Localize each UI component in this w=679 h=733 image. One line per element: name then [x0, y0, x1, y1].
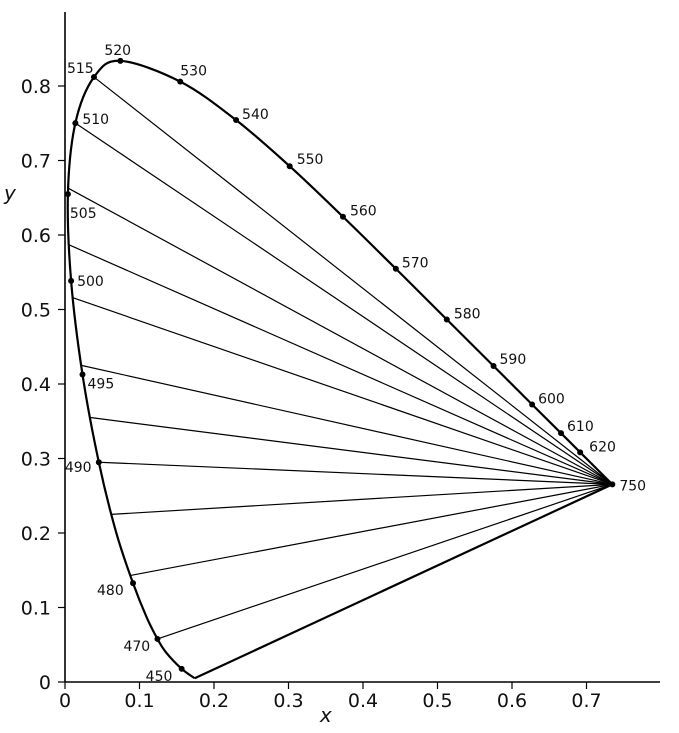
fan-ray — [130, 483, 613, 577]
wavelength-label: 450 — [146, 669, 173, 685]
wavelength-label: 600 — [538, 391, 565, 407]
wavelength-label: 610 — [567, 419, 594, 435]
y-tick-label: 0.8 — [21, 76, 51, 98]
wavelength-point — [117, 57, 124, 64]
wavelength-point — [178, 665, 185, 672]
wavelength-point — [95, 459, 102, 466]
fan-ray — [75, 122, 613, 485]
wavelength-label: 750 — [619, 478, 646, 494]
wavelength-label: 510 — [82, 112, 109, 128]
wavelength-label: 500 — [77, 274, 104, 290]
wavelength-label: 480 — [97, 583, 124, 599]
x-axis-title: x — [319, 703, 332, 727]
wavelength-point — [490, 362, 497, 369]
fan-ray — [72, 297, 613, 485]
wavelength-label: 620 — [589, 439, 616, 455]
line-of-purples — [194, 483, 613, 680]
y-axis-title: y — [3, 181, 17, 205]
x-tick-label: 0.5 — [422, 690, 452, 712]
wavelength-point — [68, 277, 75, 284]
wavelength-point — [286, 163, 293, 170]
wavelength-point — [177, 78, 184, 85]
wavelength-point — [154, 635, 161, 642]
wavelength-label: 490 — [65, 460, 92, 476]
wavelength-label: 495 — [88, 377, 115, 393]
y-tick-label: 0.7 — [21, 151, 51, 173]
fan-ray — [157, 483, 613, 640]
fan-ray — [68, 244, 613, 485]
x-tick-label: 0.6 — [497, 690, 527, 712]
wavelength-point — [339, 213, 346, 220]
y-tick-label: 0.4 — [21, 374, 51, 396]
wavelength-label: 570 — [402, 256, 429, 272]
wavelength-label: 470 — [123, 639, 150, 655]
wavelength-label: 505 — [70, 206, 97, 222]
wavelength-label: 580 — [454, 306, 481, 322]
x-tick-label: 0.1 — [124, 690, 154, 712]
y-tick-label: 0.2 — [21, 523, 51, 545]
wavelength-point — [609, 481, 616, 488]
y-tick-label: 0.5 — [21, 300, 51, 322]
x-tick-label: 0.3 — [273, 690, 303, 712]
wavelength-point — [130, 580, 137, 587]
wavelength-label: 530 — [180, 64, 207, 80]
fan-ray — [98, 461, 613, 485]
x-tick-label: 0.2 — [199, 690, 229, 712]
fan-ray — [67, 187, 613, 485]
fan-ray — [111, 483, 613, 515]
wavelength-point — [558, 430, 565, 437]
wavelength-point — [392, 265, 399, 272]
fan-ray — [90, 416, 613, 485]
y-tick-label: 0 — [39, 672, 51, 694]
wavelength-point — [79, 371, 86, 378]
x-tick-label: 0.7 — [571, 690, 601, 712]
fan-ray — [93, 76, 613, 485]
wavelength-label: 520 — [104, 43, 131, 59]
wavelength-point — [577, 449, 584, 456]
fan-ray — [81, 364, 613, 485]
wavelength-point — [72, 120, 79, 127]
wavelength-point — [64, 191, 71, 198]
wavelength-label: 560 — [350, 204, 377, 220]
y-tick-label: 0.6 — [21, 225, 51, 247]
wavelength-point — [443, 316, 450, 323]
x-tick-label: 0 — [59, 690, 71, 712]
wavelength-label: 540 — [242, 107, 269, 123]
wavelength-label: 515 — [67, 61, 94, 77]
spectral-locus — [66, 59, 614, 680]
y-tick-label: 0.1 — [21, 598, 51, 620]
x-tick-label: 0.4 — [348, 690, 378, 712]
wavelength-label: 550 — [297, 152, 324, 168]
wavelength-point — [90, 74, 97, 81]
y-tick-label: 0.3 — [21, 449, 51, 471]
wavelength-point — [529, 401, 536, 408]
wavelength-point — [233, 117, 240, 124]
wavelength-label: 590 — [500, 352, 527, 368]
